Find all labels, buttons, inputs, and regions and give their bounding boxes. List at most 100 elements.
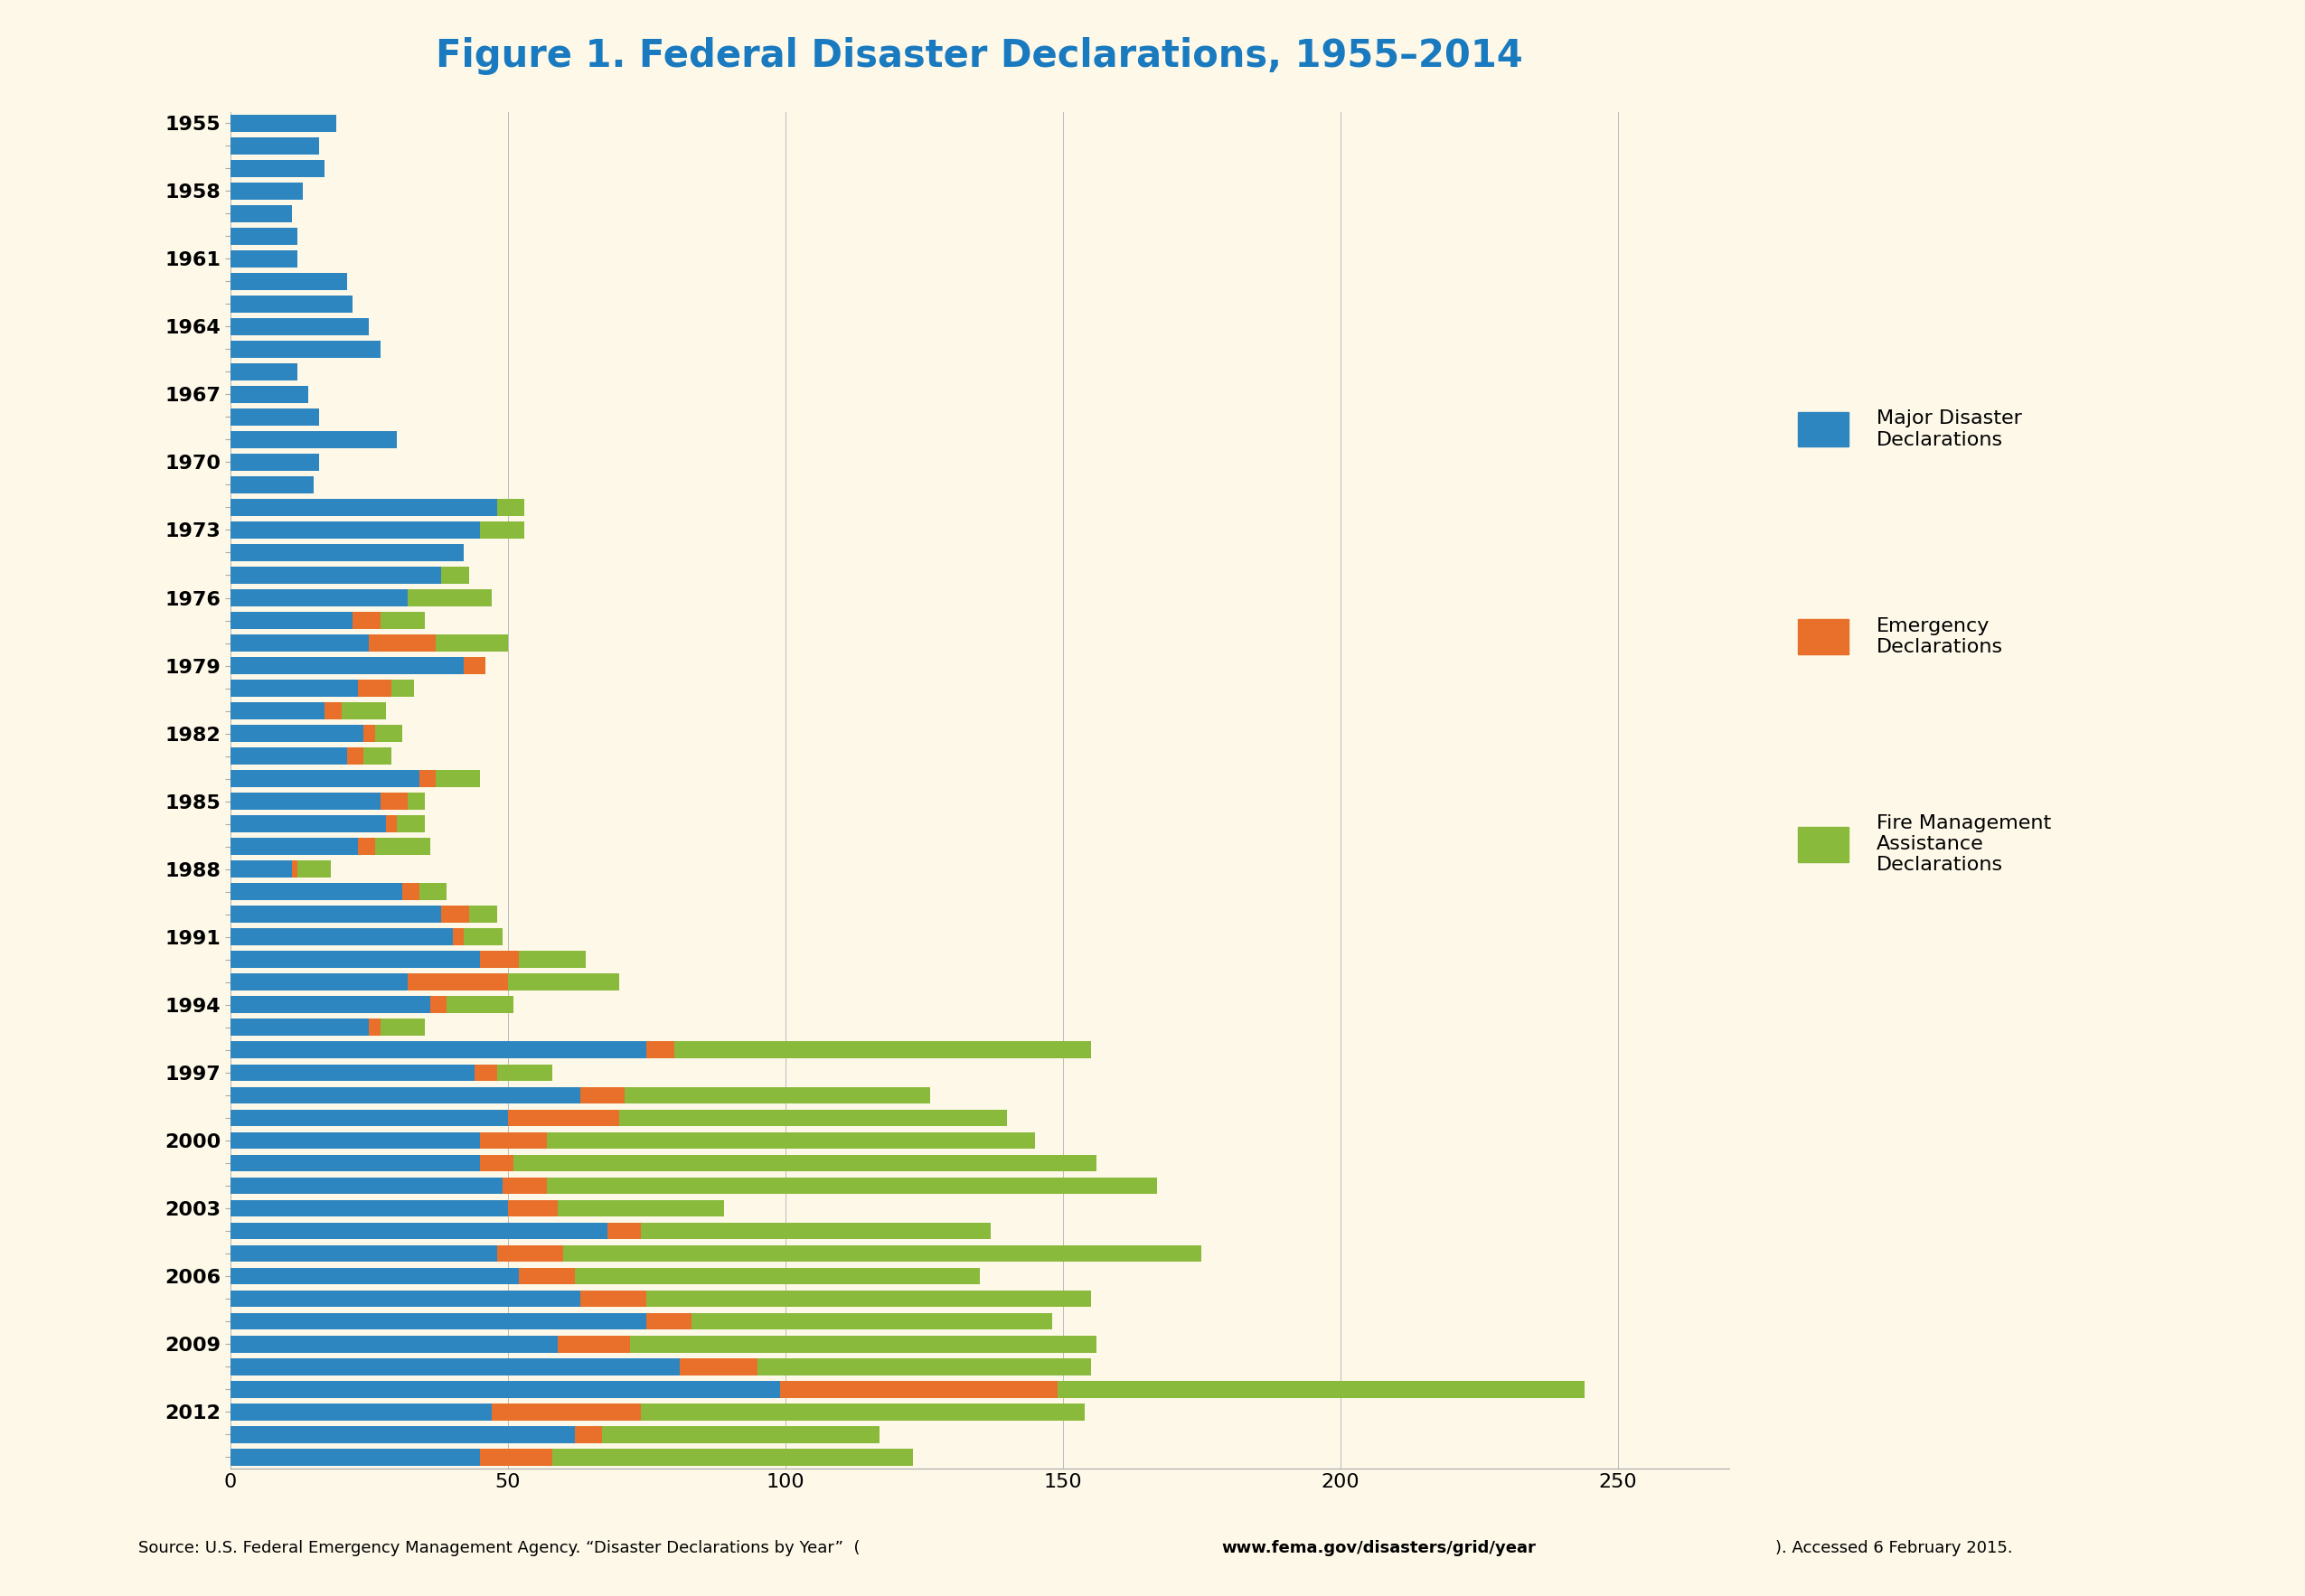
Bar <box>758 1358 1090 1376</box>
Bar <box>230 522 479 538</box>
Bar <box>230 1178 502 1194</box>
Bar <box>507 1200 558 1216</box>
Bar <box>230 386 309 402</box>
Bar <box>558 1200 724 1216</box>
Bar <box>230 793 380 809</box>
Bar <box>230 137 320 155</box>
Bar <box>431 996 447 1013</box>
Bar <box>396 816 424 833</box>
Bar <box>230 771 420 787</box>
Bar <box>479 522 526 538</box>
Text: Figure 1. Federal Disaster Declarations, 1955–2014: Figure 1. Federal Disaster Declarations,… <box>436 37 1524 75</box>
Bar <box>470 907 498 922</box>
Bar <box>230 1290 581 1307</box>
Bar <box>230 1314 648 1329</box>
Bar <box>479 1154 514 1171</box>
Bar <box>230 1403 491 1420</box>
Bar <box>629 1336 1097 1352</box>
Bar <box>230 295 353 313</box>
Text: Source: U.S. Federal Emergency Management Agency. “Disaster Declarations by Year: Source: U.S. Federal Emergency Managemen… <box>138 1540 860 1556</box>
Bar <box>385 816 396 833</box>
Bar <box>479 951 519 969</box>
Bar <box>498 1065 553 1080</box>
Bar <box>357 680 392 697</box>
Bar <box>625 1087 929 1104</box>
Bar <box>380 1018 424 1036</box>
Bar <box>297 860 330 878</box>
Bar <box>376 725 403 742</box>
Bar <box>420 883 447 900</box>
Bar <box>353 611 380 629</box>
Bar <box>364 747 392 764</box>
Bar <box>408 974 507 991</box>
Bar <box>230 500 498 516</box>
Bar <box>420 771 436 787</box>
Bar <box>230 204 290 222</box>
Bar <box>230 364 297 380</box>
Bar <box>230 860 290 878</box>
Bar <box>498 500 526 516</box>
Bar <box>230 996 431 1013</box>
Bar <box>230 1042 648 1058</box>
Bar <box>675 1042 1090 1058</box>
Bar <box>369 1018 380 1036</box>
Bar <box>436 635 507 651</box>
Bar <box>491 1403 641 1420</box>
Bar <box>581 1290 648 1307</box>
Bar <box>230 1065 475 1080</box>
Bar <box>408 589 491 606</box>
Bar <box>680 1358 758 1376</box>
Bar <box>230 658 463 674</box>
Bar <box>230 340 380 358</box>
Bar <box>230 251 297 267</box>
Bar <box>514 1154 1097 1171</box>
Bar <box>230 974 408 991</box>
Bar <box>230 680 357 697</box>
Bar <box>325 702 341 720</box>
Bar <box>507 1109 620 1127</box>
Bar <box>364 725 376 742</box>
Bar <box>408 793 424 809</box>
Bar <box>519 1267 574 1285</box>
Bar <box>369 635 436 651</box>
Bar <box>230 1336 558 1352</box>
Bar <box>376 838 431 855</box>
Text: Emergency
Declarations: Emergency Declarations <box>1876 618 2003 656</box>
Bar <box>230 907 440 922</box>
Bar <box>463 929 502 945</box>
Bar <box>230 409 320 426</box>
Bar <box>230 567 440 584</box>
Bar <box>230 725 364 742</box>
Bar <box>447 996 514 1013</box>
Bar <box>553 1449 913 1465</box>
Bar <box>641 1223 991 1240</box>
Bar <box>463 658 486 674</box>
Bar <box>230 273 348 290</box>
Bar <box>230 838 357 855</box>
Bar <box>507 974 620 991</box>
Bar <box>546 1132 1035 1149</box>
Bar <box>558 1336 629 1352</box>
Bar <box>230 589 408 606</box>
Bar <box>230 1087 581 1104</box>
Bar <box>562 1245 1201 1262</box>
Bar <box>380 611 424 629</box>
Bar <box>230 1132 479 1149</box>
Bar <box>230 453 320 471</box>
Bar <box>692 1314 1051 1329</box>
Bar <box>498 1245 562 1262</box>
Bar <box>452 929 463 945</box>
Bar <box>230 228 297 244</box>
Text: Major Disaster
Declarations: Major Disaster Declarations <box>1876 410 2021 448</box>
Bar <box>230 1200 507 1216</box>
Bar <box>230 182 302 200</box>
Bar <box>230 1245 498 1262</box>
Bar <box>380 793 408 809</box>
Bar <box>648 1290 1090 1307</box>
Bar <box>440 907 470 922</box>
Bar <box>230 883 403 900</box>
Bar <box>648 1314 692 1329</box>
Bar <box>779 1381 1058 1398</box>
Bar <box>230 611 353 629</box>
Bar <box>230 1223 609 1240</box>
